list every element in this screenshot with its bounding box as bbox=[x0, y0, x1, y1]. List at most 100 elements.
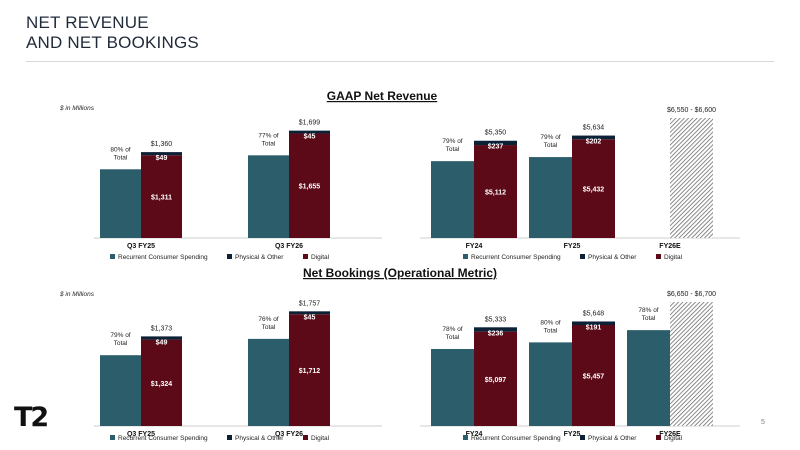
nb-q-legend-label: Recurrent Consumer Spending bbox=[118, 435, 208, 442]
nb-q-category-label: Q3 FY26 bbox=[275, 431, 303, 438]
rev-q-pct-label-line1: 80% of bbox=[110, 146, 130, 153]
slide-title-line-2: AND NET BOOKINGS bbox=[26, 33, 199, 52]
nb-q-digital-value-label: $1,324 bbox=[151, 381, 173, 388]
nb-fy-pct-label-line2: Total bbox=[446, 334, 460, 341]
rev-fy-legend-swatch bbox=[580, 254, 585, 259]
rev-fy-legend-swatch bbox=[656, 254, 661, 259]
nb-q-legend-label: Physical & Other bbox=[235, 435, 284, 442]
rev-q-recurrent-bar bbox=[100, 169, 141, 238]
nb-q-category-label: Q3 FY25 bbox=[127, 431, 155, 438]
rev-fy-digital-bar bbox=[474, 145, 517, 238]
nb-fy-category-label: FY25 bbox=[564, 431, 581, 438]
rev-q-total-label: $1,699 bbox=[299, 120, 321, 127]
slide-title-line-1: NET REVENUE bbox=[26, 13, 149, 32]
rev-q-total-label: $1,360 bbox=[151, 141, 173, 148]
nb-fy-total-label: $5,333 bbox=[485, 316, 507, 323]
nb-fy-pct-label-line1: 80% of bbox=[540, 319, 560, 326]
nb-q-total-label: $1,757 bbox=[299, 300, 321, 307]
nb-q-recurrent-bar bbox=[100, 355, 141, 426]
nb-fy-category-label: FY24 bbox=[466, 431, 483, 438]
rev-fy-guidance-label: $6,550 - $6,600 bbox=[667, 107, 716, 114]
nb-fy-digital-bar bbox=[474, 331, 517, 426]
gaap-units-note: $ in Millions bbox=[59, 105, 95, 112]
rev-fy-total-label: $5,350 bbox=[485, 130, 507, 137]
rev-q-physical-value-label: $49 bbox=[156, 155, 168, 162]
nb-fy-pct-label-line1: 78% of bbox=[638, 307, 658, 314]
nb-fy-legend-swatch bbox=[580, 435, 585, 440]
rev-fy-physical-value-label: $237 bbox=[488, 144, 504, 151]
nb-fy-legend-label: Recurrent Consumer Spending bbox=[471, 435, 561, 442]
nb-q-pct-label-line2: Total bbox=[262, 324, 276, 331]
bookings-section-heading: Net Bookings (Operational Metric) bbox=[303, 266, 497, 280]
rev-fy-legend-label: Digital bbox=[664, 254, 683, 261]
nb-fy-total-label: $5,648 bbox=[583, 310, 605, 317]
nb-fy-recurrent-bar bbox=[627, 330, 670, 426]
rev-q-legend-label: Recurrent Consumer Spending bbox=[118, 254, 208, 261]
rev-q-physical-bar bbox=[289, 130, 330, 134]
rev-fy-category-label: FY26E bbox=[659, 243, 681, 250]
rev-q-digital-bar bbox=[289, 133, 330, 238]
rev-fy-category-label: FY24 bbox=[466, 243, 483, 250]
nb-q-physical-value-label: $45 bbox=[304, 314, 316, 321]
nb-fy-physical-value-label: $236 bbox=[488, 330, 504, 337]
bookings-units-note: $ in Millions bbox=[59, 291, 95, 298]
nb-q-pct-label-line1: 79% of bbox=[110, 332, 130, 339]
rev-fy-guidance-bar bbox=[670, 118, 713, 238]
rev-fy-pct-label-line2: Total bbox=[544, 142, 558, 149]
rev-q-digital-bar bbox=[141, 155, 182, 238]
page-number: 5 bbox=[761, 419, 765, 426]
nb-fy-pct-label-line1: 78% of bbox=[442, 326, 462, 333]
rev-q-category-label: Q3 FY25 bbox=[127, 243, 155, 250]
nb-q-total-label: $1,373 bbox=[151, 325, 173, 332]
nb-q-pct-label-line1: 76% of bbox=[258, 316, 278, 323]
nb-fy-physical-value-label: $191 bbox=[586, 324, 602, 331]
nb-fy-digital-bar bbox=[572, 325, 615, 426]
nb-fy-guidance-label: $6,650 - $6,700 bbox=[667, 291, 716, 298]
rev-q-recurrent-bar bbox=[248, 155, 289, 238]
nb-fy-digital-value-label: $5,457 bbox=[583, 374, 605, 381]
rev-fy-legend-label: Physical & Other bbox=[588, 254, 637, 261]
nb-q-digital-bar bbox=[141, 339, 182, 426]
rev-fy-digital-bar bbox=[572, 139, 615, 238]
slide-title: NET REVENUE AND NET BOOKINGS bbox=[26, 13, 199, 53]
nb-q-physical-value-label: $49 bbox=[156, 339, 168, 346]
rev-fy-legend-swatch bbox=[463, 254, 468, 259]
rev-q-legend-swatch bbox=[110, 254, 115, 259]
rev-fy-physical-bar bbox=[474, 140, 517, 146]
nb-q-digital-value-label: $1,712 bbox=[299, 368, 321, 375]
rev-q-legend-label: Physical & Other bbox=[235, 254, 284, 261]
nb-fy-pct-label-line2: Total bbox=[642, 315, 656, 322]
nb-fy-physical-bar bbox=[474, 327, 517, 332]
nb-fy-legend-swatch bbox=[656, 435, 661, 440]
rev-fy-recurrent-bar bbox=[431, 161, 474, 238]
rev-fy-physical-value-label: $202 bbox=[586, 139, 602, 146]
rev-q-digital-value-label: $1,655 bbox=[299, 184, 321, 191]
nb-q-physical-bar bbox=[289, 311, 330, 315]
rev-fy-category-label: FY25 bbox=[564, 243, 581, 250]
rev-q-digital-value-label: $1,311 bbox=[151, 195, 172, 202]
rev-fy-total-label: $5,634 bbox=[583, 125, 605, 132]
rev-q-pct-label-line1: 77% of bbox=[258, 132, 278, 139]
nb-fy-recurrent-bar bbox=[529, 342, 572, 426]
rev-fy-recurrent-bar bbox=[529, 157, 572, 238]
rev-q-pct-label-line2: Total bbox=[114, 154, 128, 161]
gaap-section-heading: GAAP Net Revenue bbox=[327, 89, 438, 103]
nb-fy-digital-value-label: $5,097 bbox=[485, 377, 507, 384]
rev-q-legend-label: Digital bbox=[311, 254, 330, 261]
title-divider bbox=[26, 61, 774, 62]
rev-fy-pct-label-line1: 79% of bbox=[442, 138, 462, 145]
rev-fy-pct-label-line2: Total bbox=[446, 146, 460, 153]
rev-fy-legend-label: Recurrent Consumer Spending bbox=[471, 254, 561, 261]
nb-fy-physical-bar bbox=[572, 321, 615, 326]
rev-q-legend-swatch bbox=[227, 254, 232, 259]
rev-q-legend-swatch bbox=[303, 254, 308, 259]
rev-fy-physical-bar bbox=[572, 135, 615, 140]
t2-logo: T2 bbox=[14, 402, 49, 433]
nb-fy-legend-label: Physical & Other bbox=[588, 435, 637, 442]
nb-q-legend-label: Digital bbox=[311, 435, 330, 442]
rev-fy-pct-label-line1: 79% of bbox=[540, 134, 560, 141]
rev-fy-digital-value-label: $5,432 bbox=[583, 187, 605, 194]
nb-fy-legend-swatch bbox=[463, 435, 468, 440]
nb-fy-pct-label-line2: Total bbox=[544, 327, 558, 334]
